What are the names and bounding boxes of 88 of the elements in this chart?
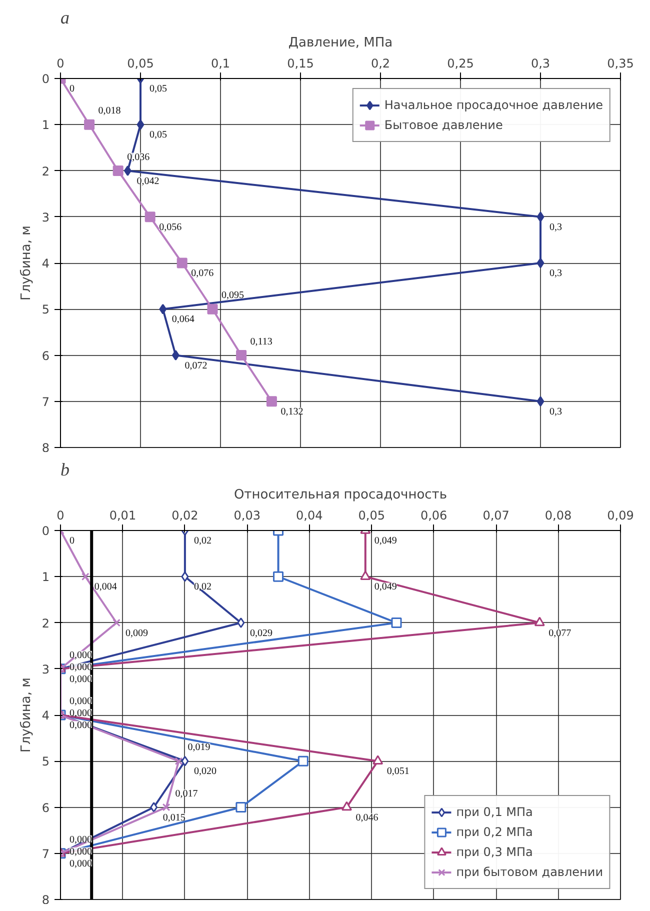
x-tick-label: 0,09 bbox=[607, 508, 634, 522]
x-tick-label: 0,05 bbox=[358, 508, 385, 522]
data-label: 0,02 bbox=[194, 536, 212, 546]
y-tick-label: 4 bbox=[42, 256, 50, 270]
y-tick-label: 1 bbox=[42, 570, 50, 584]
y-tick-label: 6 bbox=[42, 348, 50, 363]
x-tick-label: 0,05 bbox=[127, 56, 154, 70]
data-label: 0,05 bbox=[150, 130, 167, 141]
data-label: 0,009 bbox=[126, 628, 148, 639]
y-tick-label: 2 bbox=[42, 164, 50, 178]
data-label: 0,000 bbox=[70, 834, 92, 846]
y-tick-label: 6 bbox=[42, 800, 50, 815]
legend-label: при 0,1 МПа bbox=[456, 805, 533, 819]
data-label: 0,049 bbox=[374, 536, 397, 546]
x-tick-label: 0,06 bbox=[420, 508, 448, 522]
x-tick-label: 0,25 bbox=[447, 56, 474, 70]
x-tick-label: 0,03 bbox=[234, 508, 261, 522]
data-label: 0,000 bbox=[70, 708, 92, 719]
data-label: 0,3 bbox=[550, 406, 562, 418]
y-tick-label: 3 bbox=[42, 210, 50, 224]
data-label: 0,000 bbox=[70, 846, 92, 858]
data-label: 0,004 bbox=[94, 582, 117, 593]
data-label: 0,02 bbox=[194, 582, 212, 593]
x-tick-label: 0 bbox=[56, 56, 64, 70]
x-tick-label: 0 bbox=[56, 508, 64, 522]
y-tick-label: 7 bbox=[42, 846, 50, 861]
data-label: 0,017 bbox=[175, 788, 198, 800]
x-tick-label: 0,08 bbox=[544, 508, 572, 522]
y-tick-label: 0 bbox=[42, 72, 50, 86]
y-tick-label: 5 bbox=[42, 754, 50, 769]
x-tick-label: 0,07 bbox=[482, 508, 510, 522]
x-tick-label: 0,02 bbox=[172, 508, 198, 522]
legend-label: Бытовое давление bbox=[384, 118, 503, 132]
data-label: 0,132 bbox=[280, 406, 304, 418]
x-tick-label: 0,35 bbox=[607, 56, 634, 70]
y-tick-label: 1 bbox=[42, 118, 50, 132]
data-label: 0,3 bbox=[550, 222, 562, 233]
y-tick-label: 2 bbox=[42, 616, 50, 630]
data-label: 0,042 bbox=[136, 176, 160, 187]
y-axis-title: Глубина, м bbox=[18, 226, 34, 300]
y-axis-title: Глубина, м bbox=[18, 678, 34, 752]
data-label: 0,000 bbox=[70, 650, 92, 661]
legend-label: при 0,3 МПа bbox=[456, 845, 533, 859]
x-axis-title: Относительная просадочность bbox=[234, 488, 448, 502]
data-label: 0,036 bbox=[127, 152, 150, 163]
data-label: 0,095 bbox=[222, 290, 244, 302]
data-label: 0,113 bbox=[250, 336, 272, 348]
data-label: 0,018 bbox=[98, 106, 121, 117]
y-tick-label: 8 bbox=[42, 441, 50, 455]
x-axis-title: Давление, МПа bbox=[288, 36, 393, 50]
y-tick-label: 5 bbox=[42, 302, 50, 317]
data-label: 0,049 bbox=[374, 582, 397, 593]
y-tick-label: 0 bbox=[42, 524, 50, 538]
data-label: 0,015 bbox=[162, 812, 186, 824]
data-label: 0,077 bbox=[548, 628, 572, 639]
data-label: 0,056 bbox=[159, 222, 182, 233]
x-tick-label: 0,3 bbox=[530, 56, 550, 70]
y-tick-label: 7 bbox=[42, 394, 50, 409]
data-label: 0,046 bbox=[356, 812, 378, 824]
data-label: 0,000 bbox=[70, 662, 92, 673]
data-label: 0,3 bbox=[550, 268, 562, 279]
data-label: 0 bbox=[70, 84, 74, 94]
x-tick-label: 0,1 bbox=[210, 56, 230, 70]
data-label: 0,020 bbox=[194, 766, 216, 778]
legend-label: при 0,2 МПа bbox=[456, 825, 533, 839]
data-label: 0,05 bbox=[150, 84, 167, 94]
chart-title: a bbox=[60, 8, 70, 28]
x-tick-label: 0,04 bbox=[296, 508, 323, 522]
data-label: 0,064 bbox=[172, 314, 194, 326]
data-label: 0,000 bbox=[70, 674, 92, 685]
x-tick-label: 0,01 bbox=[109, 508, 136, 522]
legend-label: Начальное просадочное давление bbox=[384, 98, 603, 112]
chart-title: b bbox=[60, 460, 70, 480]
y-tick-label: 4 bbox=[42, 708, 50, 722]
y-tick-label: 8 bbox=[42, 893, 50, 907]
x-tick-label: 0,2 bbox=[370, 56, 390, 70]
data-label: 0 bbox=[70, 536, 74, 546]
x-tick-label: 0,15 bbox=[287, 56, 314, 70]
data-label: 0,019 bbox=[188, 742, 210, 754]
data-label: 0,000 bbox=[70, 858, 92, 870]
data-label: 0,076 bbox=[191, 268, 214, 279]
legend-label: при бытовом давлении bbox=[456, 865, 603, 879]
data-label: 0,000 bbox=[70, 696, 92, 707]
data-label: 0,051 bbox=[386, 766, 410, 778]
data-label: 0,072 bbox=[184, 360, 208, 372]
data-label: 0,029 bbox=[250, 628, 272, 639]
data-label: 0,000 bbox=[70, 720, 92, 731]
y-tick-label: 3 bbox=[42, 662, 50, 676]
